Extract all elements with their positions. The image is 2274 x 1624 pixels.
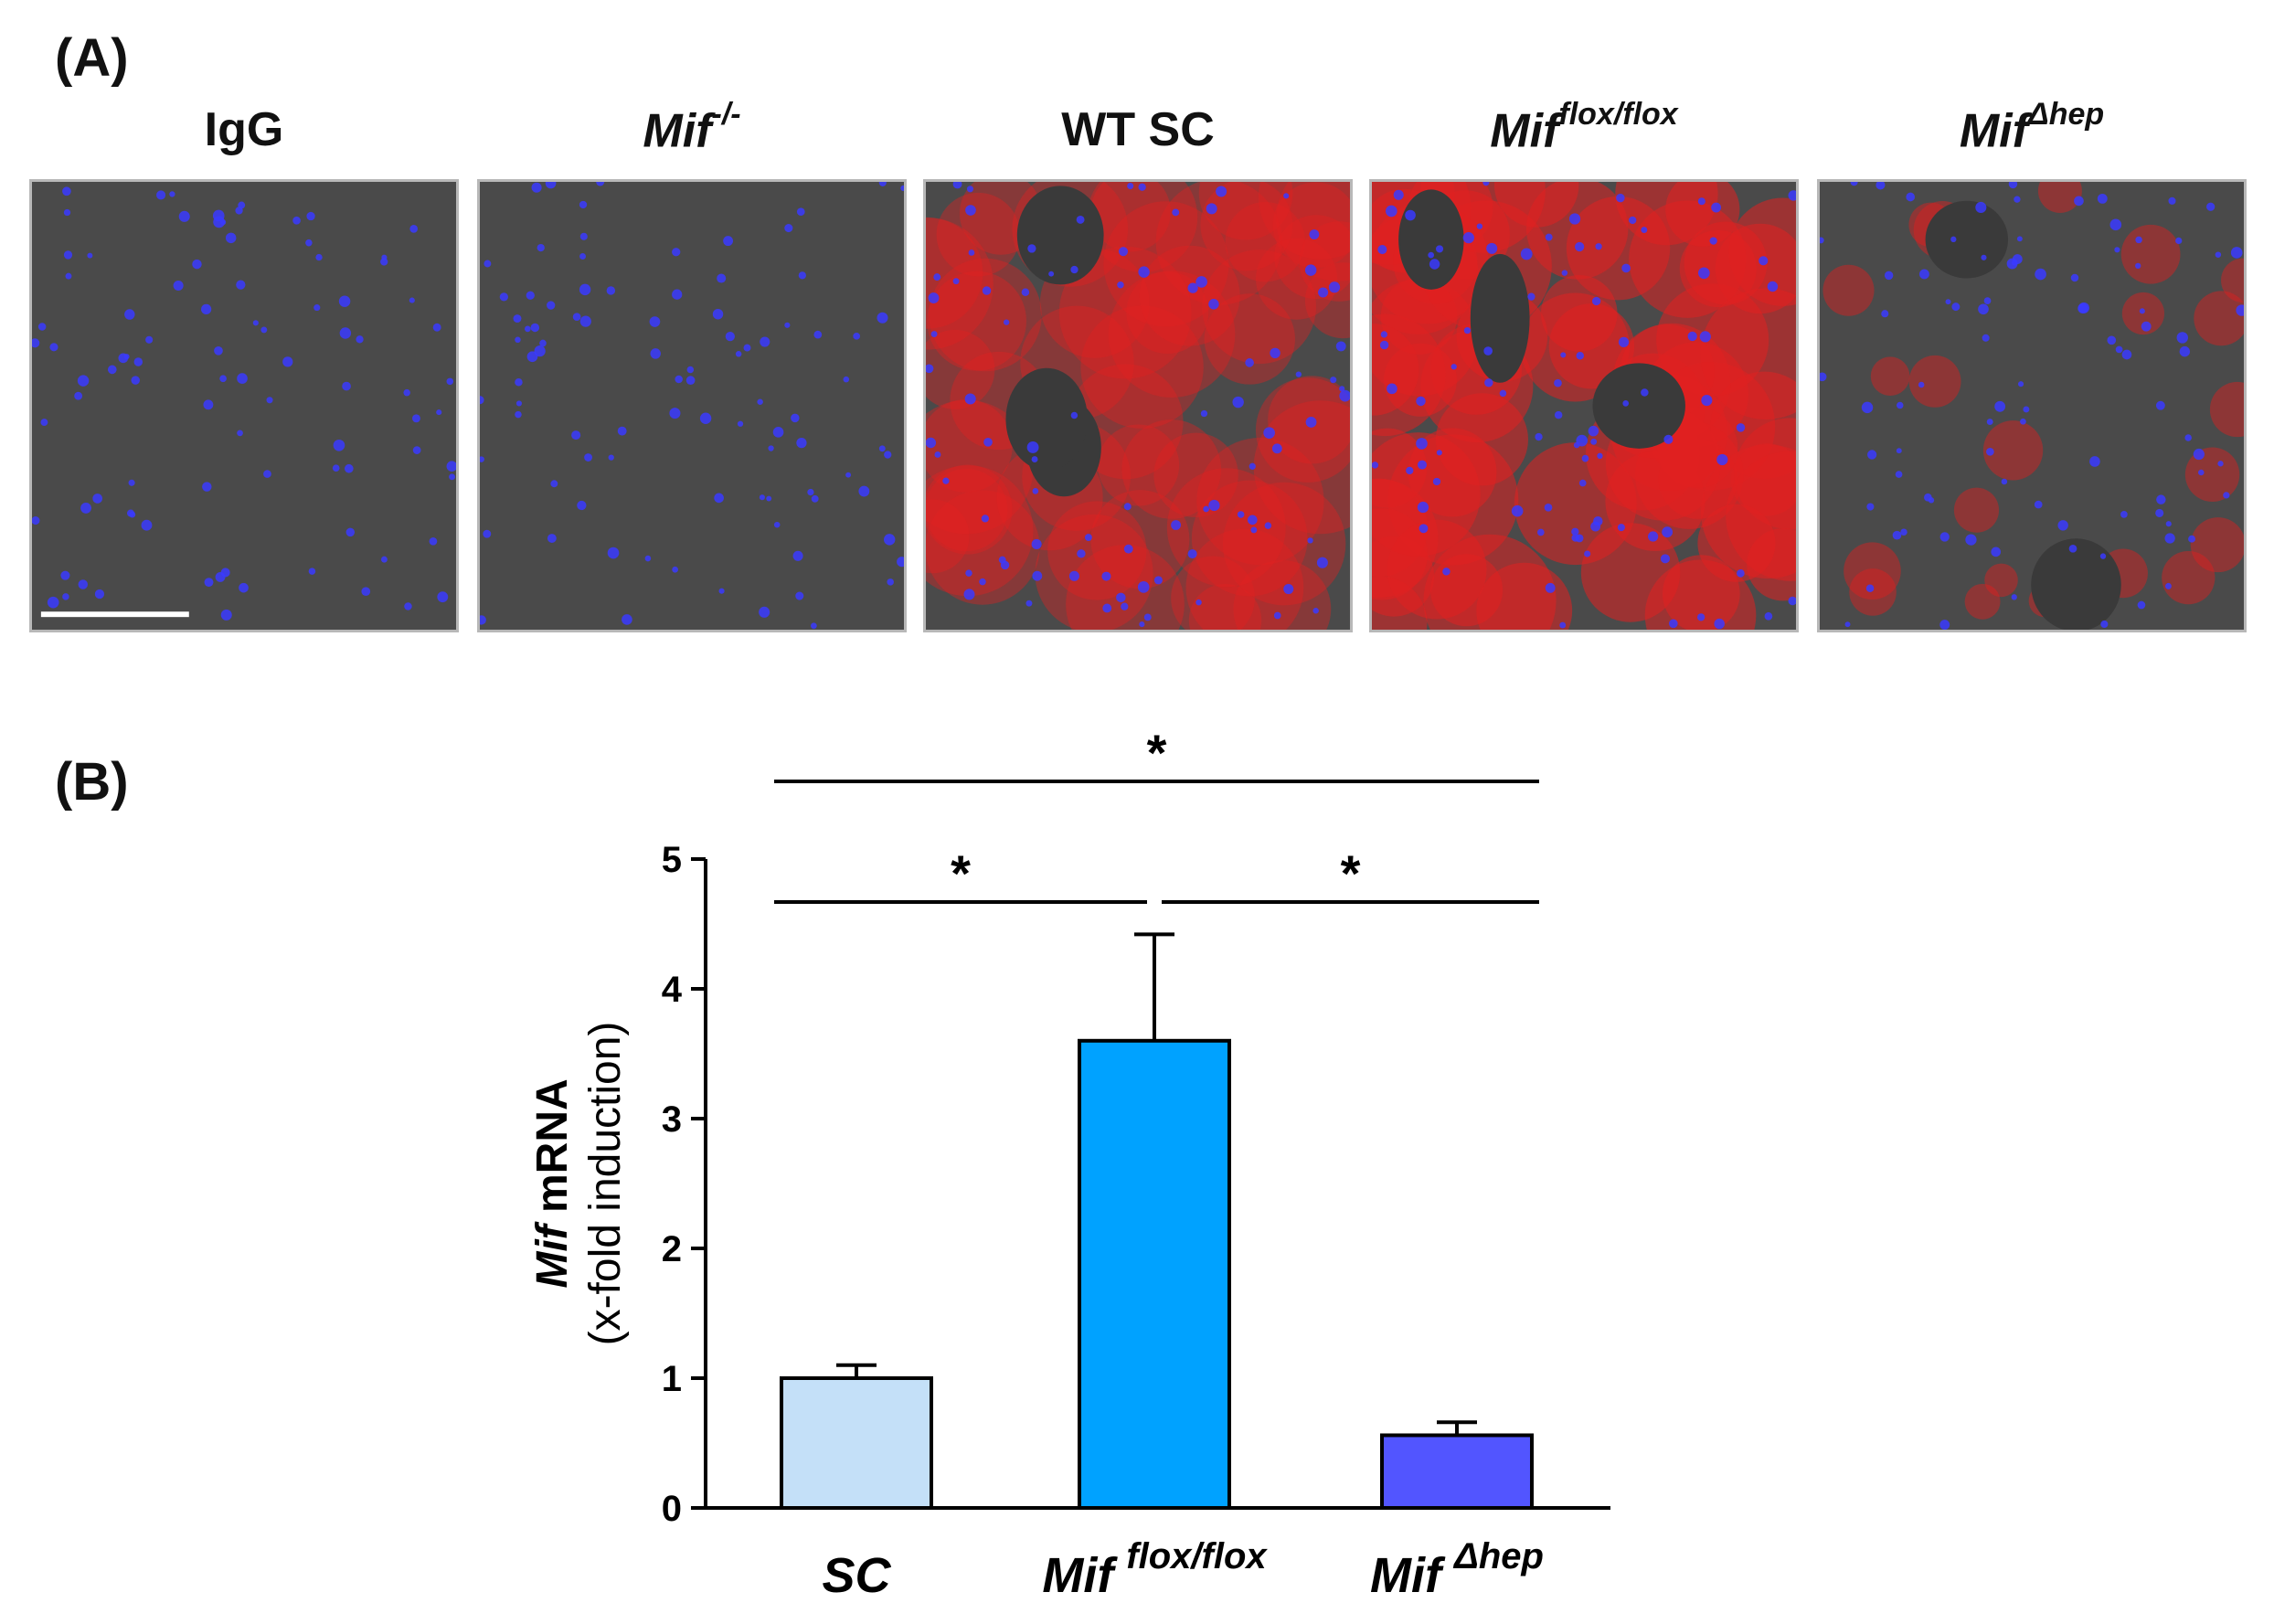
image-label-5: MifΔhep (1817, 97, 2247, 158)
image-label-2: Mif-/- (477, 97, 907, 158)
bar (1380, 1433, 1534, 1510)
image-label-main: Mif (1490, 104, 1559, 158)
y-axis-title: Mif mRNA (x-fold induction) (528, 1022, 630, 1346)
y-tick-label: 2 (662, 1229, 682, 1269)
image-label-superscript: flox/flox (1558, 97, 1678, 132)
micrograph-1 (29, 179, 459, 632)
micrograph-4 (1369, 179, 1799, 632)
scale-bar (40, 611, 189, 618)
significance-star: * (951, 844, 971, 902)
image-label-main: IgG (204, 103, 284, 156)
image-label-main: WT SC (1061, 103, 1215, 156)
significance-star: * (1341, 844, 1361, 902)
svg-text:Mif mRNA: Mif mRNA (528, 1078, 577, 1288)
image-label-superscript: -/- (711, 97, 741, 132)
micrograph-3 (923, 179, 1353, 632)
bar (780, 1376, 933, 1510)
image-label-1: IgG (29, 102, 459, 157)
category-label: Mif Δhep (1370, 1536, 1544, 1603)
bar (1078, 1038, 1231, 1511)
y-tick-label: 3 (662, 1099, 682, 1140)
y-tick-label: 5 (662, 840, 682, 880)
category-label: SC (822, 1548, 891, 1603)
image-label-superscript: Δhep (2027, 97, 2105, 132)
y-tick-label: 0 (662, 1489, 682, 1529)
image-label-main: Mif (1959, 104, 2028, 158)
y-tick-label: 1 (662, 1359, 682, 1399)
y-tick-label: 4 (662, 970, 683, 1010)
category-label: Mif flox/flox (1042, 1536, 1268, 1603)
micrograph-5 (1817, 179, 2247, 632)
panel-a-letter: (A) (55, 28, 129, 88)
image-label-4: Mifflox/flox (1369, 97, 1799, 158)
image-label-main: Mif (643, 104, 712, 158)
panel-b-letter: (B) (55, 752, 129, 812)
image-label-3: WT SC (923, 102, 1353, 157)
significance-star: * (1147, 724, 1167, 781)
micrograph-2 (477, 179, 907, 632)
svg-text:(x-fold induction): (x-fold induction) (581, 1022, 630, 1346)
